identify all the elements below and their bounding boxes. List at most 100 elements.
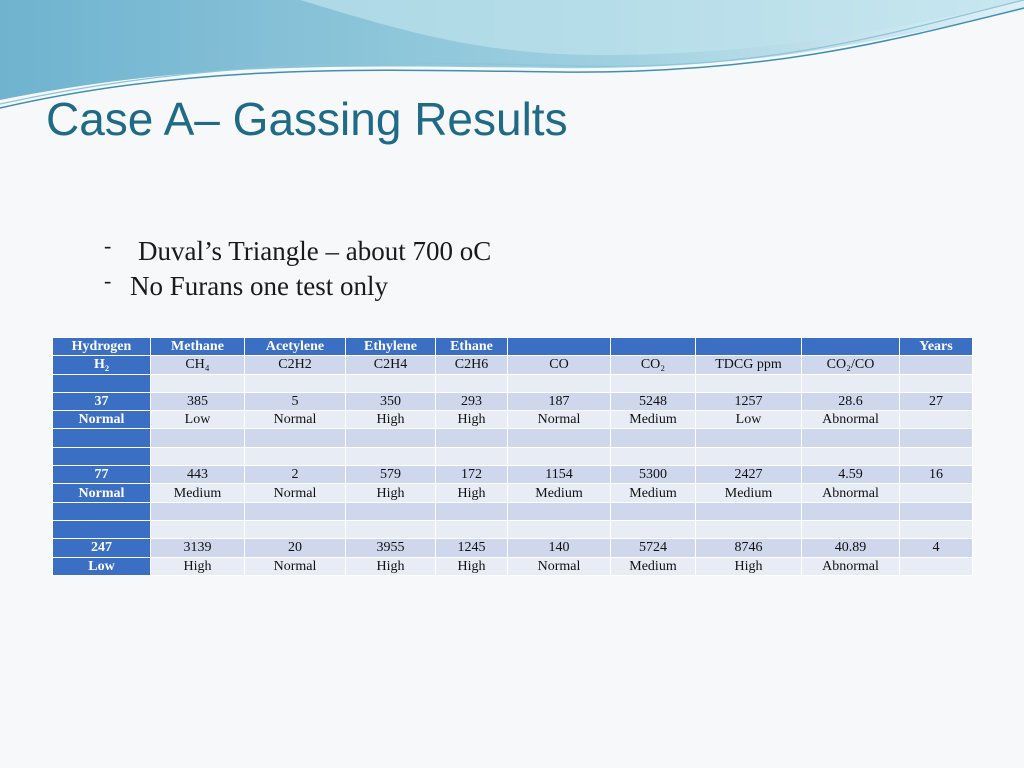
table-cell [507, 428, 611, 448]
table-cell [695, 501, 802, 521]
header-cell [695, 336, 802, 357]
table-cell [899, 410, 973, 430]
table-cell: Normal [244, 483, 346, 503]
table-cell: 40.89 [801, 538, 900, 558]
table-cell [435, 373, 508, 393]
table-cell [52, 446, 151, 467]
table-cell: Normal [244, 556, 346, 576]
table-cell: Low [150, 410, 245, 430]
table-cell: 3139 [150, 538, 245, 558]
table-cell [610, 428, 696, 448]
table-row [52, 428, 973, 448]
table-cell [345, 519, 436, 540]
table-cell: 8746 [695, 538, 802, 558]
table-cell: 187 [507, 391, 611, 412]
table-cell [801, 501, 900, 521]
table-cell [345, 446, 436, 467]
table-cell: 5 [244, 391, 346, 412]
bullet-list: Duval’s Triangle – about 700 oC No Furan… [104, 228, 491, 304]
table-cell [695, 446, 802, 467]
table-cell [345, 501, 436, 521]
bullet: Duval’s Triangle – about 700 oC [104, 228, 491, 269]
table-cell: 37 [52, 391, 151, 412]
table-cell [435, 428, 508, 448]
table-cell [899, 501, 973, 521]
table-cell: High [435, 410, 508, 430]
table-cell: High [435, 556, 508, 576]
table-cell: 1245 [435, 538, 508, 558]
table-cell [801, 428, 900, 448]
table-cell: CO₂ [610, 355, 696, 375]
table-cell: Normal [507, 410, 611, 430]
table-cell: 385 [150, 391, 245, 412]
table-cell: Low [52, 556, 151, 576]
table-cell: C2H6 [435, 355, 508, 375]
table-cell: 5724 [610, 538, 696, 558]
table-cell [610, 519, 696, 540]
table-cell [435, 501, 508, 521]
table-cell: 4 [899, 538, 973, 558]
table-cell: 16 [899, 465, 973, 485]
slide-title: Case A– Gassing Results [46, 93, 568, 145]
table-row: Hydrogen Methane Acetylene Ethylene Ethane Ye… [52, 336, 973, 357]
table-cell [150, 446, 245, 467]
bullet: No Furans one test only [104, 263, 491, 304]
table-cell: Medium [150, 483, 245, 503]
table-row: Normal Medium Normal High High Medium Medium Me… [52, 483, 973, 503]
table-cell [435, 519, 508, 540]
header-cell: Ethane [435, 336, 508, 357]
table-cell [244, 373, 346, 393]
table-cell: Abnormal [801, 483, 900, 503]
table-cell [52, 428, 151, 448]
table-cell [899, 446, 973, 467]
header-cell: Methane [150, 336, 245, 357]
table-cell: Medium [507, 483, 611, 503]
table-cell [150, 519, 245, 540]
table-cell [695, 428, 802, 448]
table-cell [150, 373, 245, 393]
table-cell: Medium [610, 410, 696, 430]
table-row [52, 519, 973, 540]
table-row: H₂ CH₄ C2H2 C2H4 C2H6 CO CO₂ TDCG ppm CO₂/CO [52, 355, 973, 375]
table-row [52, 501, 973, 521]
table-cell [150, 501, 245, 521]
table-row: 247 3139 20 3955 1245 140 5724 8746 40.89 4 [52, 538, 973, 558]
table-cell: Normal [52, 410, 151, 430]
table-cell [52, 373, 151, 393]
table-cell [801, 373, 900, 393]
table-cell: 2427 [695, 465, 802, 485]
table-cell: 1154 [507, 465, 611, 485]
table-cell: High [345, 556, 436, 576]
table-row [52, 373, 973, 393]
table-cell: Normal [52, 483, 151, 503]
table-cell [52, 519, 151, 540]
table-row [52, 446, 973, 467]
table-row: Normal Low Normal High High Normal Medium Low Ab… [52, 410, 973, 430]
table-cell [435, 446, 508, 467]
table-cell: 350 [345, 391, 436, 412]
table-cell [610, 446, 696, 467]
table-cell: CO [507, 355, 611, 375]
table-cell: 579 [345, 465, 436, 485]
table-cell: 5248 [610, 391, 696, 412]
header-waves [0, 0, 1024, 109]
table-cell: Normal [244, 410, 346, 430]
table-cell [695, 519, 802, 540]
table-cell: Medium [610, 483, 696, 503]
table-cell [899, 355, 973, 375]
table-cell [507, 446, 611, 467]
table-cell: 443 [150, 465, 245, 485]
table-cell: High [345, 410, 436, 430]
table-cell: 28.6 [801, 391, 900, 412]
table-cell [507, 501, 611, 521]
table-cell [801, 446, 900, 467]
table-cell [610, 373, 696, 393]
table-cell: Abnormal [801, 410, 900, 430]
results-table: Hydrogen Methane Acetylene Ethylene Ethane Ye… [52, 336, 973, 576]
table-cell: 172 [435, 465, 508, 485]
header-cell [610, 336, 696, 357]
table-cell: 27 [899, 391, 973, 412]
header-cell [801, 336, 900, 357]
table-cell: CO₂/CO [801, 355, 900, 375]
